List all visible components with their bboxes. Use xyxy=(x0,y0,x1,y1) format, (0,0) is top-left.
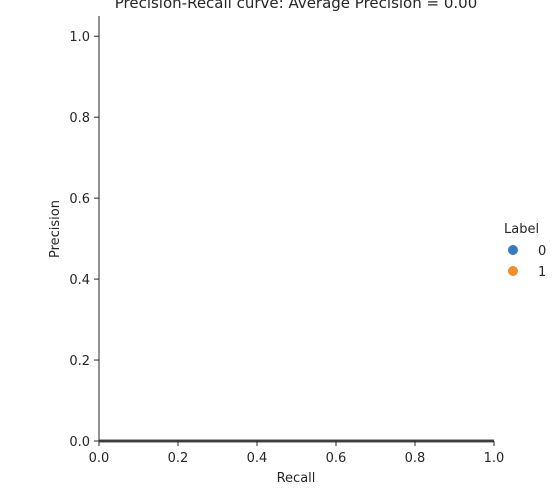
legend: Label 0 1 xyxy=(504,222,546,280)
x-tick-label: 0.6 xyxy=(326,451,347,466)
y-tick-label: 0.0 xyxy=(69,435,90,450)
x-tick-label: 0.8 xyxy=(405,451,426,466)
chart-title: Precision-Recall curve: Average Precisio… xyxy=(115,0,478,12)
x-tick-label: 0.2 xyxy=(168,451,189,466)
legend-marker-0 xyxy=(508,245,518,255)
legend-marker-1 xyxy=(508,266,518,276)
y-axis-ticks: 0.0 0.2 0.4 0.6 0.8 1.0 xyxy=(69,30,99,450)
y-tick-label: 0.2 xyxy=(69,354,90,369)
legend-label-1: 1 xyxy=(538,265,546,280)
x-tick-label: 0.4 xyxy=(247,451,268,466)
y-tick-label: 1.0 xyxy=(69,30,90,45)
x-tick-label: 1.0 xyxy=(484,451,505,466)
y-tick-label: 0.8 xyxy=(69,111,90,126)
x-axis-label: Recall xyxy=(277,471,316,486)
y-tick-label: 0.6 xyxy=(69,192,90,207)
legend-label-0: 0 xyxy=(538,244,546,259)
y-tick-label: 0.4 xyxy=(69,273,90,288)
x-axis-ticks: 0.0 0.2 0.4 0.6 0.8 1.0 xyxy=(89,441,505,466)
legend-title: Label xyxy=(504,222,539,237)
y-axis-label: Precision xyxy=(48,200,63,258)
x-tick-label: 0.0 xyxy=(89,451,110,466)
